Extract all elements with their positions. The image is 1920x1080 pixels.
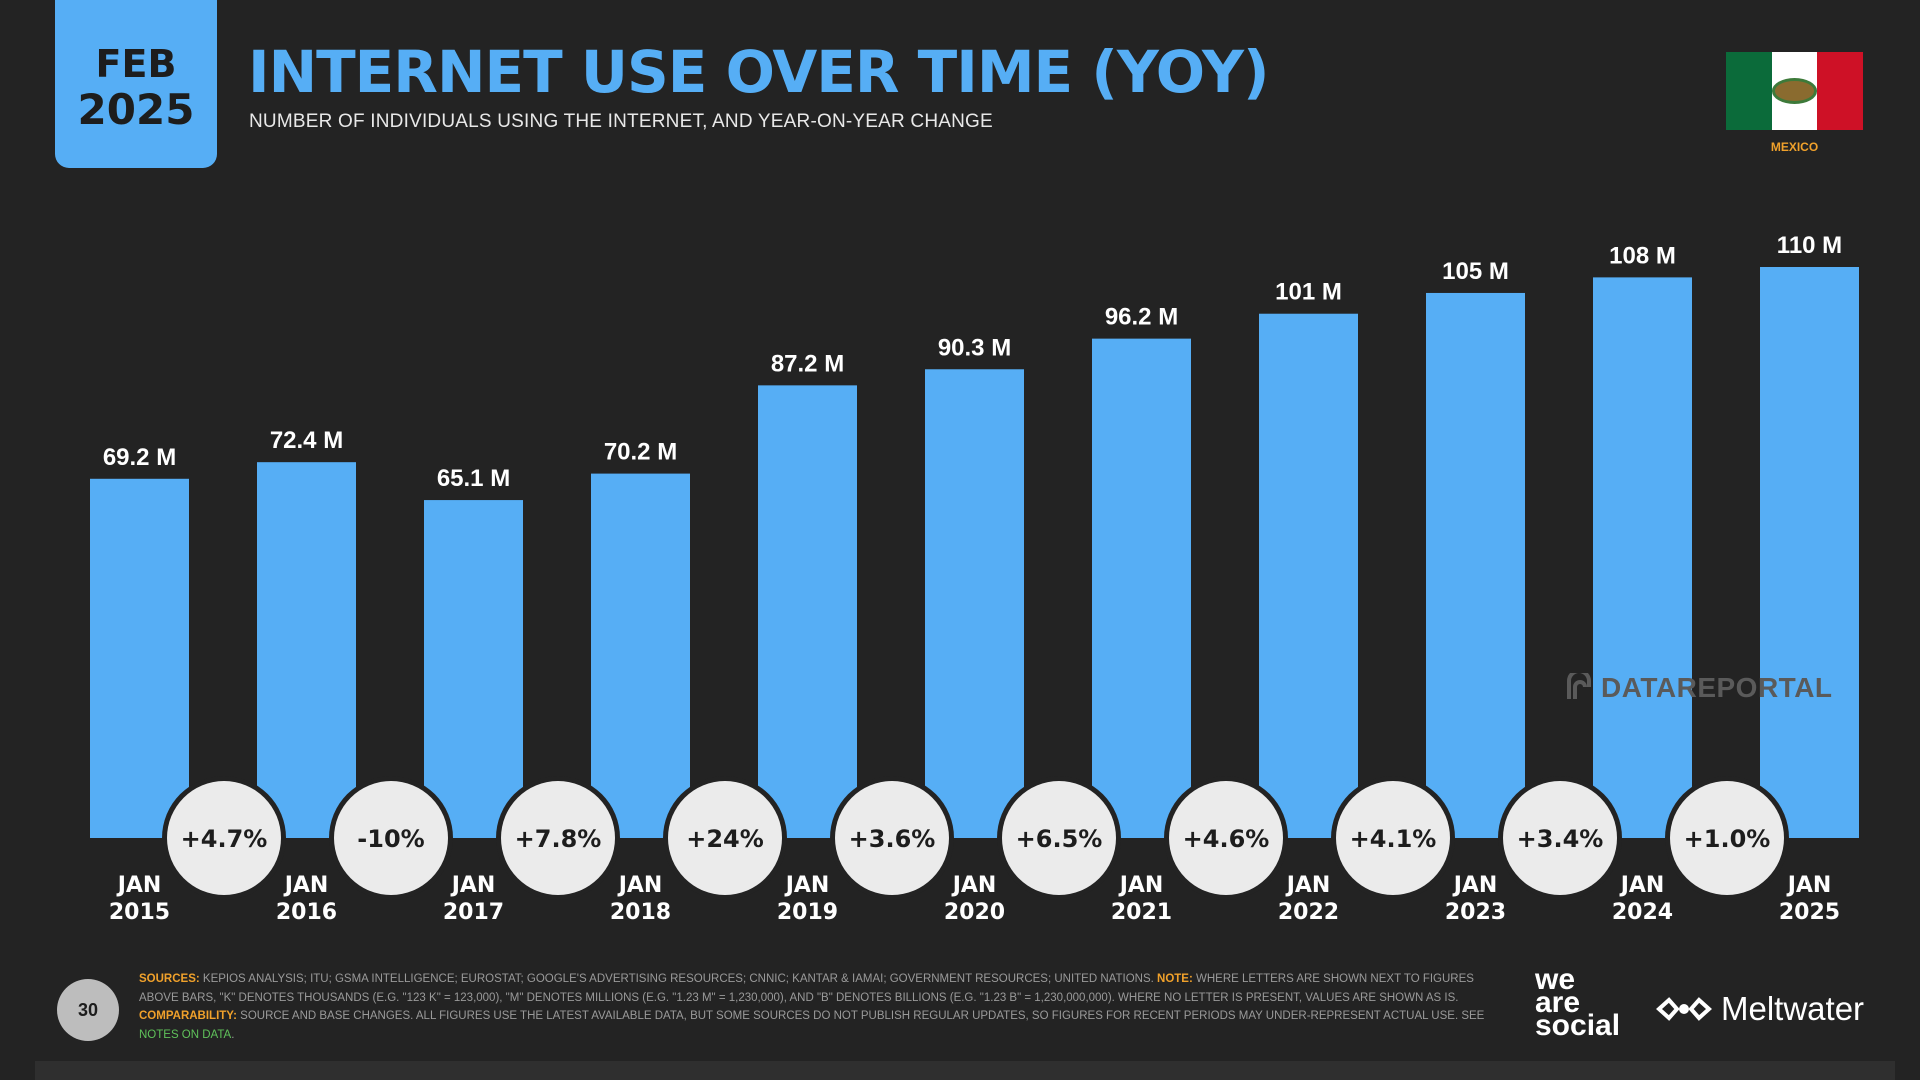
note-text: WHERE LETTERS ARE SHOWN NEXT TO FIGURES …	[139, 973, 1474, 1004]
date-month: FEB	[95, 42, 177, 86]
page-number: 30	[57, 979, 119, 1041]
watermark: DATAREPORTAL	[1565, 672, 1833, 704]
sources-text: KEPIOS ANALYSIS; ITU; GSMA INTELLIGENCE;…	[199, 973, 1158, 985]
bar-value-label: 108 M	[1609, 242, 1676, 269]
bar	[925, 369, 1024, 838]
brand-line-2: are	[1535, 986, 1581, 1019]
x-tick-label: JAN 2015	[109, 873, 170, 925]
coat-of-arms-icon	[1771, 78, 1818, 104]
yoy-change-label: +4.7%	[181, 825, 268, 853]
x-tick-label: JAN 2020	[944, 873, 1005, 925]
bar	[1092, 338, 1191, 838]
yoy-circle	[1503, 781, 1617, 895]
comparability-key: COMPARABILITY:	[139, 1010, 237, 1022]
yoy-circle	[1336, 781, 1450, 895]
bar-value-label: 69.2 M	[103, 444, 176, 471]
x-tick-label: JAN 2021	[1111, 873, 1172, 925]
yoy-change-label: +7.8%	[515, 825, 602, 853]
bar	[758, 385, 857, 838]
bar	[424, 500, 523, 838]
yoy-change-label: +3.6%	[849, 825, 936, 853]
bar-value-label: 65.1 M	[437, 465, 510, 492]
notes-on-data-link[interactable]: NOTES ON DATA	[139, 1028, 232, 1041]
x-tick-label: JAN 2017	[443, 873, 504, 925]
bar	[257, 462, 356, 838]
footnote: SOURCES: KEPIOS ANALYSIS; ITU; GSMA INTE…	[139, 970, 1499, 1044]
yoy-circle	[1002, 781, 1116, 895]
x-tick-label: JAN 2023	[1445, 873, 1506, 925]
yoy-circle	[334, 781, 448, 895]
x-tick-label: JAN 2022	[1278, 873, 1339, 925]
date-badge: FEB 2025	[55, 0, 217, 168]
x-tick-label: JAN 2024	[1612, 873, 1673, 925]
bar-value-label: 87.2 M	[771, 350, 844, 377]
watermark-text: DATAREPORTAL	[1601, 672, 1833, 703]
bar	[1760, 267, 1859, 838]
bar	[90, 478, 189, 838]
bar	[591, 473, 690, 838]
yoy-change-label: +4.1%	[1350, 825, 1437, 853]
bar-value-label: 110 M	[1777, 232, 1842, 259]
x-tick-label: JAN 2019	[777, 873, 838, 925]
bar-value-label: 96.2 M	[1105, 304, 1178, 331]
brand-line-3: social	[1535, 1009, 1621, 1042]
bar-value-label: 101 M	[1275, 279, 1342, 306]
bar	[1593, 277, 1692, 838]
sources-key: SOURCES:	[139, 973, 200, 985]
meltwater-text: Meltwater	[1721, 990, 1865, 1027]
page-title: INTERNET USE OVER TIME (YOY)	[248, 38, 1270, 106]
meltwater-logo: Meltwater	[1655, 990, 1864, 1028]
bar	[1426, 292, 1525, 838]
datareportal-logo-icon	[1567, 673, 1591, 699]
yoy-circle	[1169, 781, 1283, 895]
bar	[1259, 313, 1358, 839]
comparability-text: SOURCE AND BASE CHANGES. ALL FIGURES USE…	[236, 1010, 1485, 1022]
page-subtitle: NUMBER OF INDIVIDUALS USING THE INTERNET…	[249, 111, 993, 132]
yoy-change-label: +24%	[686, 825, 764, 853]
note-key: NOTE:	[1157, 973, 1193, 985]
we-are-social-logo: we are social	[1535, 963, 1621, 1042]
yoy-circle	[835, 781, 949, 895]
x-tick-label: JAN 2016	[276, 873, 337, 925]
bar-value-label: 72.4 M	[270, 427, 343, 454]
bar-value-label: 90.3 M	[938, 334, 1011, 361]
yoy-circle	[167, 781, 281, 895]
yoy-change-label: +3.4%	[1517, 825, 1604, 853]
mexico-flag-icon	[1726, 52, 1864, 130]
x-tick-label: JAN 2018	[610, 873, 671, 925]
brand-line-1: we	[1535, 963, 1576, 996]
meltwater-icon	[1656, 997, 1712, 1021]
country-label: MEXICO	[1770, 140, 1819, 154]
date-year: 2025	[77, 85, 195, 134]
yoy-change-label: +6.5%	[1016, 825, 1103, 853]
yoy-circle	[501, 781, 615, 895]
yoy-change-label: +4.6%	[1183, 825, 1270, 853]
notes-end: .	[231, 1028, 235, 1041]
yoy-circle	[1670, 781, 1784, 895]
x-tick-label: JAN 2025	[1779, 873, 1840, 925]
yoy-change-label: -10%	[357, 825, 424, 853]
yoy-circle	[668, 781, 782, 895]
yoy-change-label: +1.0%	[1684, 825, 1771, 853]
bar-value-label: 70.2 M	[604, 439, 677, 466]
bar-value-label: 105 M	[1442, 258, 1509, 285]
bottom-bar	[35, 1061, 1895, 1080]
